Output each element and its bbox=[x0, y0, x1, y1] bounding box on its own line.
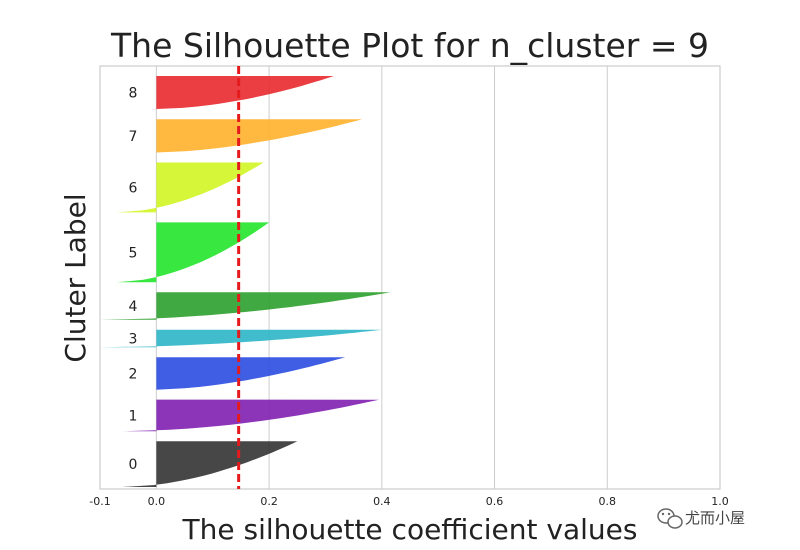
cluster-2-band bbox=[156, 357, 346, 390]
x-tick-label: 0.8 bbox=[599, 495, 617, 508]
cluster-5-band bbox=[116, 222, 270, 283]
x-axis-label: The silhouette coefficient values bbox=[182, 513, 638, 546]
cluster-8-band bbox=[150, 76, 334, 110]
x-tick-label: 0.6 bbox=[486, 495, 504, 508]
x-tick-label: -0.1 bbox=[89, 495, 110, 508]
watermark: 尤而小屋 bbox=[657, 508, 745, 529]
y-axis-label: Cluter Label bbox=[59, 193, 92, 362]
x-tick-label: 0.2 bbox=[260, 495, 278, 508]
cluster-6-label: 6 bbox=[129, 180, 138, 196]
cluster-5-label: 5 bbox=[129, 245, 138, 261]
wechat-icon bbox=[657, 508, 683, 529]
cluster-1-band bbox=[122, 399, 379, 432]
x-tick-label: 1.0 bbox=[711, 495, 729, 508]
cluster-2-label: 2 bbox=[129, 366, 138, 382]
plot-area: 0 1 2 3 4 5 6 7 8 -0.1 0.0 0.2 0.4 0.6 0.8 1.0 bbox=[89, 65, 729, 508]
cluster-4-label: 4 bbox=[129, 299, 138, 315]
watermark-text: 尤而小屋 bbox=[685, 509, 745, 527]
cluster-0-band bbox=[122, 441, 298, 487]
cluster-6-band bbox=[116, 162, 264, 213]
cluster-7-band bbox=[156, 119, 363, 153]
cluster-0-label: 0 bbox=[129, 457, 138, 473]
cluster-8-label: 8 bbox=[129, 86, 138, 102]
cluster-3-label: 3 bbox=[129, 331, 138, 347]
cluster-1-label: 1 bbox=[129, 408, 138, 424]
cluster-4-band bbox=[100, 292, 391, 320]
cluster-3-band bbox=[100, 329, 382, 348]
cluster-7-label: 7 bbox=[129, 129, 138, 145]
plot-frame bbox=[99, 65, 721, 490]
chart-title: The Silhouette Plot for n_cluster = 9 bbox=[110, 26, 709, 65]
x-tick-label: 0.0 bbox=[148, 495, 166, 508]
x-tick-label: 0.4 bbox=[373, 495, 391, 508]
